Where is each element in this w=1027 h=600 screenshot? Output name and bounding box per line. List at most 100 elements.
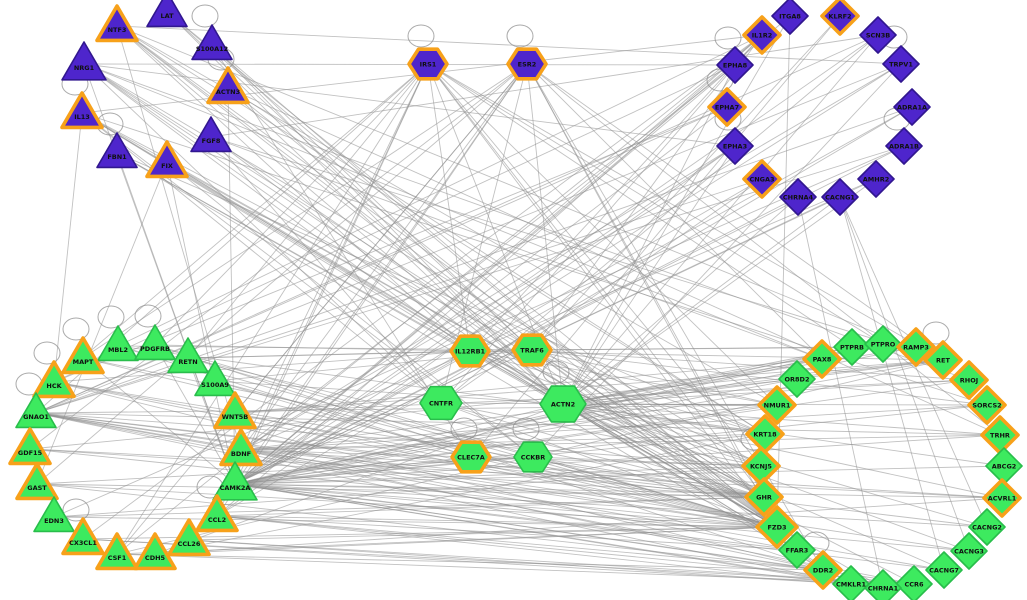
node-ACVRL1[interactable] bbox=[982, 478, 1022, 518]
node-SORCS2[interactable] bbox=[967, 385, 1007, 425]
edge-WNT5B-RHOJ bbox=[234, 379, 970, 414]
edge-CCL2-FFAR3 bbox=[216, 515, 798, 551]
node-ADRA1B[interactable] bbox=[885, 127, 923, 165]
node-CCL26[interactable] bbox=[167, 518, 211, 557]
node-GDF15[interactable] bbox=[8, 427, 52, 466]
node-ACTN3[interactable] bbox=[206, 66, 250, 105]
node-NRG1[interactable] bbox=[61, 41, 107, 81]
node-CNTFR[interactable] bbox=[419, 385, 463, 421]
node-AMHR2[interactable] bbox=[857, 160, 895, 198]
node-IL13[interactable] bbox=[60, 91, 104, 130]
node-WNT5B[interactable] bbox=[213, 391, 257, 430]
node-OR8D2[interactable] bbox=[778, 360, 816, 398]
edge-IRS1-CCL2 bbox=[216, 63, 429, 517]
edge-BDNF-DDR2 bbox=[240, 449, 824, 571]
edge-CAMK2A-TRHR bbox=[234, 434, 1001, 485]
node-CDH5[interactable] bbox=[133, 532, 177, 571]
node-S100A12[interactable] bbox=[191, 24, 233, 61]
node-CSF1[interactable] bbox=[95, 532, 139, 571]
node-MAPT[interactable] bbox=[61, 336, 105, 375]
edge-NTF3-TRPV1 bbox=[116, 25, 902, 65]
edge-CACNG1-CACNG3 bbox=[839, 196, 970, 552]
node-CAMK2A[interactable] bbox=[212, 461, 258, 501]
node-CLEC7A[interactable] bbox=[450, 440, 492, 474]
node-SCN3B[interactable] bbox=[859, 16, 897, 54]
node-RETN[interactable] bbox=[167, 337, 209, 374]
node-S100A9[interactable] bbox=[194, 360, 236, 397]
edge-IL12RB1-GHR bbox=[469, 350, 765, 498]
node-PTPRO[interactable] bbox=[864, 325, 902, 363]
node-TRPV1[interactable] bbox=[882, 45, 920, 83]
node-FIX[interactable] bbox=[145, 140, 189, 179]
edge-FGF8-SCN3B bbox=[210, 34, 879, 138]
node-ESR2[interactable] bbox=[506, 47, 548, 81]
node-FGF8[interactable] bbox=[190, 116, 232, 153]
edge-ACTN2-GHR bbox=[562, 403, 765, 498]
edge-CX3CL1-CMKLR1 bbox=[82, 538, 852, 585]
node-RHOJ[interactable] bbox=[949, 360, 989, 400]
node-EDN3[interactable] bbox=[33, 496, 75, 533]
node-CX3CL1[interactable] bbox=[61, 517, 105, 556]
node-PDGFRB[interactable] bbox=[134, 324, 176, 361]
node-FFAR3[interactable] bbox=[778, 531, 816, 569]
edge-FIX-GAST bbox=[36, 161, 168, 485]
node-IL12RB1[interactable] bbox=[449, 334, 491, 368]
node-TRAF6[interactable] bbox=[511, 333, 553, 367]
node-GHR[interactable] bbox=[744, 477, 784, 517]
node-RET[interactable] bbox=[923, 340, 963, 380]
self-loop-ACTN2 bbox=[542, 360, 570, 384]
node-CCKBR[interactable] bbox=[513, 441, 553, 473]
node-CACNG1[interactable] bbox=[821, 178, 859, 216]
node-CCL2[interactable] bbox=[195, 494, 239, 533]
edge-S100A12-FZD3 bbox=[211, 44, 778, 528]
self-loop-S100A12 bbox=[191, 4, 219, 28]
node-EPHA7[interactable] bbox=[707, 87, 747, 127]
node-EPHA3[interactable] bbox=[716, 127, 754, 165]
node-RAMP3[interactable] bbox=[896, 327, 936, 367]
node-BDNF[interactable] bbox=[219, 428, 263, 467]
node-NTF3[interactable] bbox=[95, 4, 139, 43]
edge-CCKBR-GAST bbox=[36, 456, 534, 485]
node-IL1R2[interactable] bbox=[742, 15, 782, 55]
node-MBL2[interactable] bbox=[97, 325, 139, 362]
edge-GNAO1-KCNJ5 bbox=[35, 412, 762, 467]
node-GNAO1[interactable] bbox=[15, 392, 57, 429]
node-CACNG2[interactable] bbox=[968, 508, 1006, 546]
node-CCR6[interactable] bbox=[895, 565, 933, 600]
edge-TRAF6-KCNJ5 bbox=[531, 349, 762, 467]
node-ACTN2[interactable] bbox=[539, 385, 587, 423]
edge-IRS1-IL12RB1 bbox=[427, 63, 471, 352]
node-GAST[interactable] bbox=[15, 462, 59, 501]
self-loop-MAPT bbox=[62, 317, 90, 341]
edge-IL12RB1-RETN bbox=[187, 350, 471, 359]
node-NMUR1[interactable] bbox=[757, 385, 797, 425]
node-ABCG2[interactable] bbox=[985, 447, 1023, 485]
node-LAT[interactable] bbox=[146, 0, 188, 28]
node-CHRNA4[interactable] bbox=[779, 178, 817, 216]
edge-IRS1-PDGFRB bbox=[154, 63, 429, 346]
node-PTPRB[interactable] bbox=[833, 328, 871, 366]
self-loop-PDGFRB bbox=[134, 304, 162, 328]
node-CACNG3[interactable] bbox=[950, 532, 988, 570]
node-DDR2[interactable] bbox=[803, 550, 843, 590]
node-HCK[interactable] bbox=[32, 360, 76, 399]
node-IRS1[interactable] bbox=[407, 47, 449, 81]
node-CHRNA1[interactable] bbox=[864, 569, 902, 600]
node-KCNJ5[interactable] bbox=[741, 446, 781, 486]
node-FZD3[interactable] bbox=[755, 505, 799, 549]
node-PAX8[interactable] bbox=[802, 339, 842, 379]
node-CNGA3[interactable] bbox=[742, 159, 782, 199]
node-KLRF2[interactable] bbox=[820, 0, 860, 36]
node-FBN1[interactable] bbox=[96, 132, 138, 169]
edge-CDH5-ACVRL1 bbox=[154, 497, 1003, 555]
node-CACNG7[interactable] bbox=[925, 551, 963, 589]
node-EPHA8[interactable] bbox=[716, 46, 754, 84]
edge-FZD3-BDNF bbox=[240, 449, 778, 528]
node-ITGA8[interactable] bbox=[771, 0, 809, 35]
node-ADRA1A[interactable] bbox=[893, 88, 931, 126]
edge-IL12RB1-KCNJ5 bbox=[469, 350, 762, 467]
edge-CAMK2A-PTPRB bbox=[234, 346, 853, 485]
edge-TRAF6-PTPRB bbox=[531, 346, 853, 351]
node-CMKLR1[interactable] bbox=[832, 565, 870, 600]
